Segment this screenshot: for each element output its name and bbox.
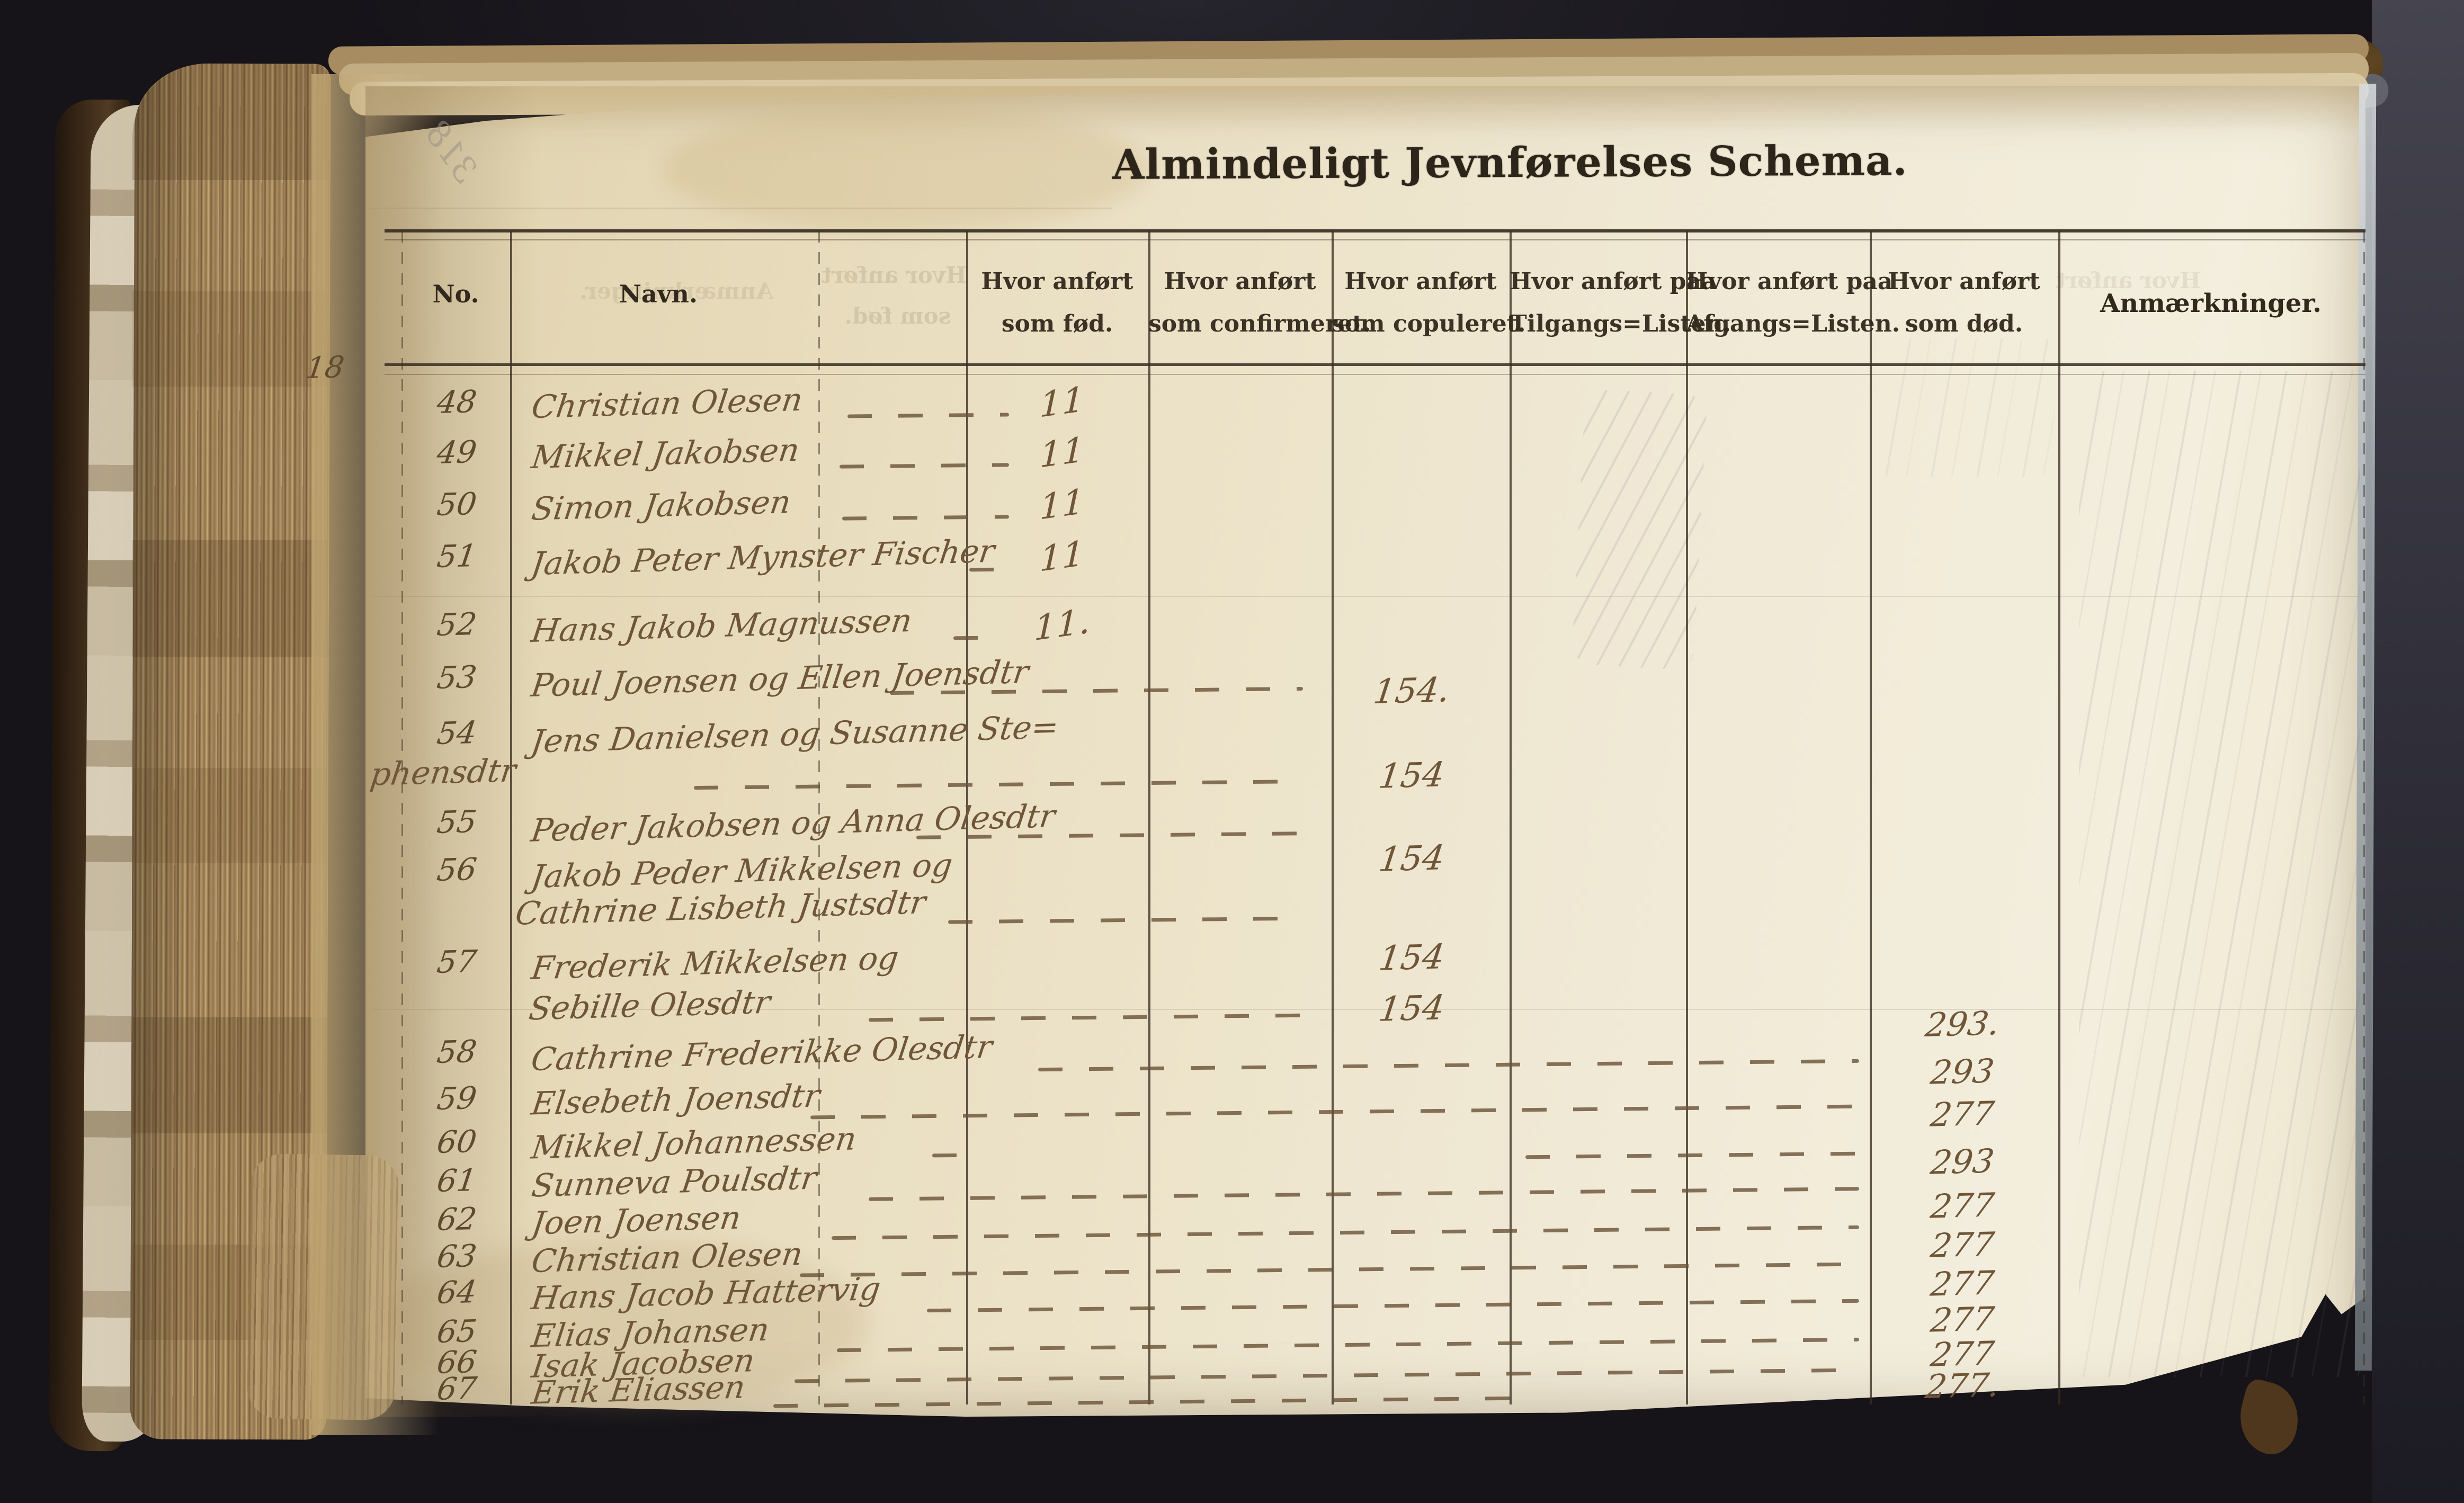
- page-title: Almindeligt Jevnførelses Schema.: [1112, 137, 1908, 189]
- row-number: 60: [435, 1123, 479, 1161]
- row-number: 54: [435, 714, 479, 752]
- row-value-dod: 293: [1928, 1141, 1997, 1182]
- table-column-line: [1686, 231, 1688, 1404]
- row-number: 48: [435, 383, 479, 421]
- table-column-line: [818, 231, 820, 1404]
- bleedthrough-header-text: som fød.: [844, 303, 951, 329]
- bleedthrough-handwriting: [1886, 339, 2055, 477]
- table-column-line: [2058, 231, 2060, 1404]
- row-name-continued: Sebille Olesdtr: [526, 983, 773, 1028]
- paper-scratch: [371, 208, 1112, 209]
- ditto-dash-marks: [969, 567, 1007, 572]
- row-number: 57: [435, 943, 479, 981]
- row-number: 62: [435, 1200, 479, 1238]
- row-number: 53: [435, 658, 479, 696]
- row-number: 51: [435, 537, 479, 575]
- table-header-rule: [385, 374, 2365, 375]
- row-number: 64: [435, 1273, 479, 1311]
- row-value-copuleret: 154: [1376, 937, 1447, 979]
- table-column-line: [1148, 231, 1150, 1404]
- column-header-confirmeret: Hvor anført som confirmeret.: [1148, 268, 1371, 337]
- row-number: 52: [435, 605, 479, 643]
- row-number: 59: [435, 1079, 479, 1117]
- row-value-dod: 293.: [1923, 1004, 2002, 1044]
- paper-scratch: [371, 1009, 2362, 1010]
- row-number: 50: [435, 485, 479, 523]
- column-header-tilgang: Hvor anført paa Tilgangs=Listen.: [1510, 268, 1731, 337]
- row-name: Erik Eliassen: [529, 1368, 748, 1412]
- paper-stain: [662, 109, 1149, 230]
- row-name: Simon Jakobsen: [529, 484, 793, 528]
- row-number: 63: [435, 1237, 479, 1275]
- column-header-fod: Hvor anført som fød.: [981, 268, 1133, 337]
- row-value-dod: 277: [1928, 1263, 1997, 1304]
- row-value-copuleret: 154: [1376, 755, 1447, 797]
- row-value-dod: 277: [1928, 1094, 1997, 1134]
- fore-edge-page-blend: [311, 74, 439, 1435]
- table-column-line: [1332, 231, 1334, 1404]
- ditto-dash-marks: [932, 1153, 980, 1158]
- row-value-dod: 293: [1928, 1051, 1997, 1092]
- table-column-line: [2363, 231, 2365, 1404]
- row-value-copuleret: 154: [1376, 988, 1447, 1030]
- table-column-line: [510, 231, 512, 1404]
- row-value-dod: 277.: [1923, 1365, 2002, 1406]
- row-number: 67: [435, 1370, 479, 1408]
- bleedthrough-handwriting: [2079, 371, 2360, 1377]
- row-name-continued: phensdtr: [368, 752, 519, 793]
- row-name: Mikkel Jakobsen: [529, 431, 802, 477]
- row-number: 55: [435, 803, 479, 841]
- row-value-copuleret: 154.: [1371, 670, 1452, 712]
- column-header-copuleret: Hvor anført som copuleret.: [1332, 268, 1526, 337]
- table-column-line: [966, 231, 968, 1404]
- bleedthrough-header-text: Hvor anført: [821, 262, 967, 288]
- row-value-dod: 277: [1928, 1224, 1997, 1265]
- table-header-rule: [385, 363, 2365, 366]
- column-header-navn: Navn.: [619, 280, 698, 308]
- row-value-dod: 277: [1928, 1185, 1997, 1226]
- table-column-line: [1870, 231, 1872, 1404]
- table-header-rule: [385, 239, 2365, 240]
- ditto-dash-marks: [953, 636, 991, 640]
- table-column-line: [1510, 231, 1512, 1404]
- column-header-anmaerkninger: Anmærkninger.: [2100, 289, 2322, 318]
- row-name: Christian Olesen: [529, 381, 805, 426]
- row-value-copuleret: 154: [1376, 838, 1447, 880]
- torn-leather-bit: [2231, 1376, 2307, 1460]
- page-top-toning: [365, 86, 2365, 134]
- table-header-rule: [385, 229, 2365, 232]
- column-header-afgang: Hvor anført paa Afgangs=Listen.: [1686, 268, 1900, 337]
- column-header-dod: Hvor anført som død.: [1888, 268, 2040, 337]
- row-name: Joen Joensen: [529, 1199, 744, 1242]
- row-number: 49: [435, 433, 479, 471]
- row-number: 56: [435, 851, 479, 889]
- row-number: 61: [435, 1161, 479, 1200]
- paper-scratch: [371, 596, 2362, 597]
- book-cover-edge: [2372, 0, 2464, 1503]
- column-header-no: No.: [432, 280, 479, 308]
- row-number: 58: [435, 1033, 479, 1071]
- table-column-line: [401, 231, 403, 1404]
- paper-stain: [371, 1239, 869, 1409]
- margin-page-note: 18: [303, 350, 346, 386]
